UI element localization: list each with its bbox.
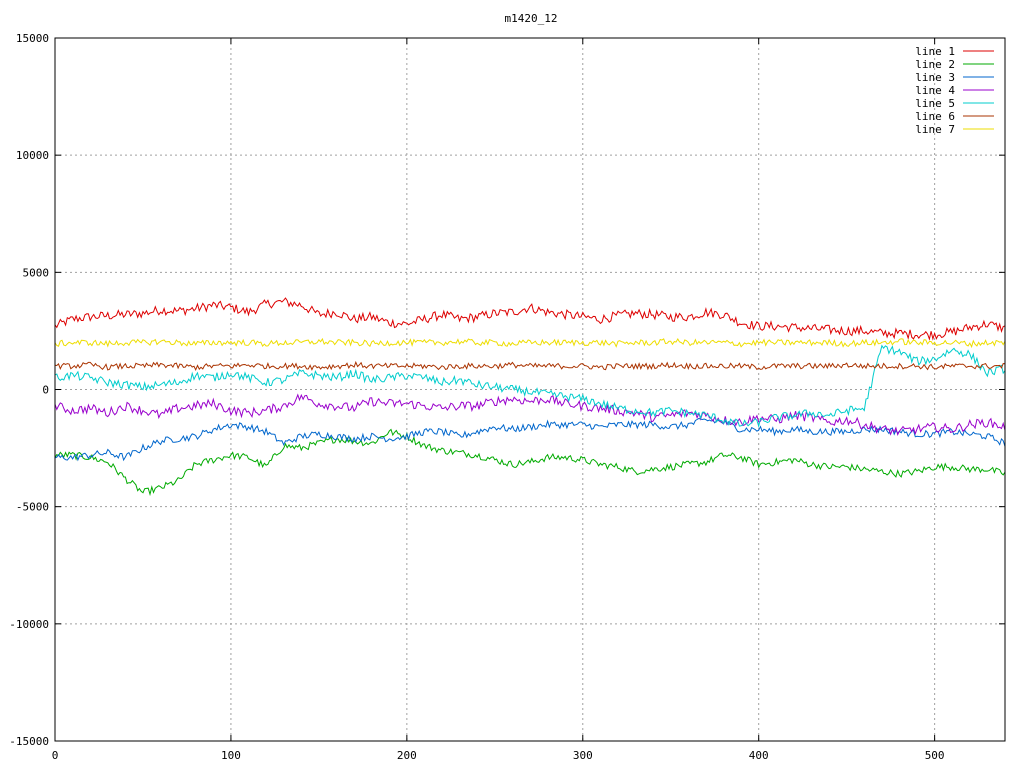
series-line-1 <box>54 297 1006 341</box>
legend-label: line 3 <box>915 71 955 84</box>
x-tick-label: 0 <box>52 749 59 762</box>
series-line-7 <box>54 337 1006 349</box>
series-lines <box>54 297 1006 497</box>
legend-label: line 7 <box>915 123 955 136</box>
series-line-5 <box>54 344 1006 429</box>
axis-ticks: -15000 -10000 -5000 0 5000 10000 15000 0 100 200 3… <box>9 32 1005 762</box>
legend-label: line 1 <box>915 45 955 58</box>
x-tick-label: 500 <box>925 749 945 762</box>
series-line-3 <box>54 417 1006 462</box>
legend-label: line 5 <box>915 97 955 110</box>
x-tick-label: 400 <box>749 749 769 762</box>
legend-label: line 6 <box>915 110 955 123</box>
x-tick-label: 200 <box>397 749 417 762</box>
y-tick-label: 15000 <box>16 32 49 45</box>
y-tick-label: -15000 <box>9 735 49 748</box>
x-tick-label: 100 <box>221 749 241 762</box>
y-tick-label: 10000 <box>16 149 49 162</box>
series-line-2 <box>54 428 1006 497</box>
grid-lines <box>55 38 1005 741</box>
chart-title: m1420_12 <box>505 12 558 25</box>
legend-label: line 4 <box>915 84 955 97</box>
series-line-6 <box>54 360 1006 372</box>
x-tick-label: 300 <box>573 749 593 762</box>
y-tick-label: 0 <box>42 384 49 397</box>
y-tick-label: 5000 <box>23 266 50 279</box>
legend-label: line 2 <box>915 58 955 71</box>
y-tick-label: -5000 <box>16 501 49 514</box>
y-tick-label: -10000 <box>9 618 49 631</box>
series-line-4 <box>54 393 1006 437</box>
